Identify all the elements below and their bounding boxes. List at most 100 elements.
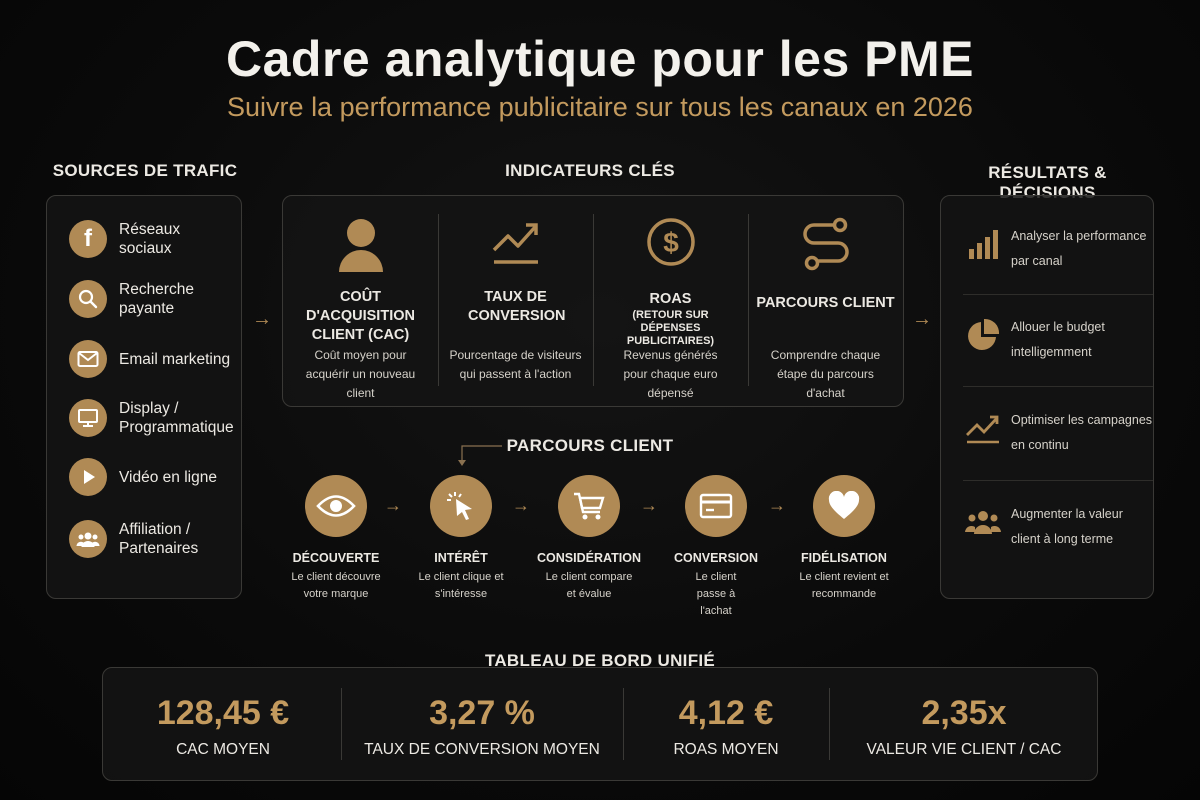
cart-icon xyxy=(558,475,620,537)
metric-value: 4,12 € xyxy=(678,694,774,732)
pie-chart-icon xyxy=(963,315,1003,355)
search-icon xyxy=(69,280,107,318)
divider xyxy=(963,294,1153,295)
group-icon xyxy=(963,502,1003,542)
step-title: INTÉRÊT xyxy=(434,551,488,565)
source-item-affiliation: Affiliation / Partenaires xyxy=(69,520,234,558)
source-label: Display / Programmatique xyxy=(119,400,234,436)
monitor-icon xyxy=(69,399,107,437)
kpi-title: PARCOURS CLIENT xyxy=(756,295,895,311)
source-label: Vidéo en ligne xyxy=(119,468,217,486)
arrow-right-icon: → xyxy=(512,495,530,515)
source-item-email: Email marketing xyxy=(69,340,234,378)
step-desc: Le client revient et recommande xyxy=(799,571,889,600)
svg-text:$: $ xyxy=(663,227,679,258)
divider xyxy=(829,688,830,760)
divider xyxy=(623,688,624,760)
result-label: Augmenter la valeur client à long terme xyxy=(1011,507,1123,546)
source-label: Affiliation / Partenaires xyxy=(119,521,199,557)
metric-label: VALEUR VIE CLIENT / CAC xyxy=(866,741,1062,758)
result-item-analyze: Analyser la performance par canal xyxy=(963,224,1153,274)
metric-label: ROAS MOYEN xyxy=(673,741,779,758)
kpi-desc: Coût moyen pour acquérir un nouveau clie… xyxy=(305,348,416,400)
journey-heading: PARCOURS CLIENT xyxy=(506,436,674,455)
step-desc: Le client clique et s'intéresse xyxy=(418,571,504,600)
users-icon xyxy=(69,520,107,558)
card-icon xyxy=(685,475,747,537)
page-subtitle: Suivre la performance publicitaire sur t… xyxy=(227,92,973,122)
step-title: CONVERSION xyxy=(673,551,759,565)
divider xyxy=(593,214,594,386)
arrow-right-icon: → xyxy=(912,308,932,330)
route-icon xyxy=(748,216,903,274)
indicators-heading: INDICATEURS CLÉS xyxy=(505,161,675,180)
metric-ltv-cac: 2,35x VALEUR VIE CLIENT / CAC xyxy=(829,668,1099,780)
arrow-right-icon: → xyxy=(384,495,402,515)
step-title: CONSIDÉRATION xyxy=(537,551,641,565)
cursor-click-icon xyxy=(430,475,492,537)
step-title: DÉCOUVERTE xyxy=(292,551,380,565)
result-label: Optimiser les campagnes en continu xyxy=(1011,413,1153,452)
trend-up-icon xyxy=(438,216,593,274)
kpi-card-conversion: TAUX DE CONVERSION Pourcentage de visite… xyxy=(438,196,593,406)
metric-value: 2,35x xyxy=(921,694,1007,732)
dashboard-panel: 128,45 € CAC MOYEN 3,27 % TAUX DE CONVER… xyxy=(102,667,1098,781)
kpi-desc: Revenus générés pour chaque euro dépensé xyxy=(623,348,718,400)
source-item-search: Recherche payante xyxy=(69,280,234,318)
sources-panel: f Réseaux sociaux Recherche payante Emai… xyxy=(46,195,242,599)
kpi-desc: Pourcentage de visiteurs qui passent à l… xyxy=(449,348,582,381)
metric-value: 128,45 € xyxy=(156,694,290,732)
kpi-desc: Comprendre chaque étape du parcours d'ac… xyxy=(770,348,881,400)
indicators-panel: COÛT D'ACQUISITION CLIENT (CAC) Coût moy… xyxy=(282,195,904,407)
journey-step-conversion: CONVERSION Le client passe à l'achat xyxy=(656,475,776,620)
journey-step-loyalty: FIDÉLISATION Le client revient et recomm… xyxy=(784,475,904,603)
trend-line-icon xyxy=(963,408,1003,448)
metric-label: TAUX DE CONVERSION MOYEN xyxy=(364,741,600,758)
journey-step-consideration: CONSIDÉRATION Le client compare et évalu… xyxy=(529,475,649,603)
kpi-title: TAUX DE CONVERSION xyxy=(468,289,566,324)
source-item-social: f Réseaux sociaux xyxy=(69,220,234,258)
divider xyxy=(438,214,439,386)
arrow-right-icon: → xyxy=(640,495,658,515)
metric-value: 3,27 % xyxy=(429,694,535,732)
metric-label: CAC MOYEN xyxy=(176,741,270,758)
results-panel: Analyser la performance par canal Alloue… xyxy=(940,195,1154,599)
kpi-title: ROAS (RETOUR SUR DÉPENSES PUBLICITAIRES) xyxy=(593,290,748,348)
dollar-icon: $ xyxy=(593,216,748,274)
envelope-icon xyxy=(69,340,107,378)
dashboard-heading: TABLEAU DE BORD UNIFIÉ xyxy=(484,651,716,670)
journey-step-interest: INTÉRÊT Le client clique et s'intéresse xyxy=(401,475,521,603)
heart-icon xyxy=(813,475,875,537)
result-label: Allouer le budget intelligemment xyxy=(1011,320,1105,359)
result-item-optimize: Optimiser les campagnes en continu xyxy=(963,408,1153,458)
bar-chart-icon xyxy=(963,224,1003,264)
metric-conversion: 3,27 % TAUX DE CONVERSION MOYEN xyxy=(341,668,623,780)
kpi-card-journey: PARCOURS CLIENT Comprendre chaque étape … xyxy=(748,196,903,406)
divider xyxy=(963,480,1153,481)
result-item-value: Augmenter la valeur client à long terme xyxy=(963,502,1153,552)
kpi-card-cac: COÛT D'ACQUISITION CLIENT (CAC) Coût moy… xyxy=(283,196,438,406)
kpi-card-roas: $ ROAS (RETOUR SUR DÉPENSES PUBLICITAIRE… xyxy=(593,196,748,406)
arrow-right-icon: → xyxy=(252,308,272,330)
person-icon xyxy=(283,216,438,274)
result-label: Analyser la performance par canal xyxy=(1011,229,1147,268)
divider xyxy=(341,688,342,760)
source-label: Recherche payante xyxy=(119,281,194,317)
page-title: Cadre analytique pour les PME xyxy=(225,31,975,87)
journey-pointer-arrow xyxy=(458,445,502,466)
metric-cac: 128,45 € CAC MOYEN xyxy=(103,668,343,780)
facebook-icon: f xyxy=(69,220,107,258)
step-title: FIDÉLISATION xyxy=(801,551,887,565)
journey-step-discovery: DÉCOUVERTE Le client découvre votre marq… xyxy=(276,475,396,603)
play-icon xyxy=(69,458,107,496)
source-label: Réseaux sociaux xyxy=(119,221,181,257)
kpi-title-sub: (RETOUR SUR DÉPENSES PUBLICITAIRES) xyxy=(626,309,715,347)
metric-roas: 4,12 € ROAS MOYEN xyxy=(623,668,829,780)
divider xyxy=(748,214,749,386)
sources-heading: SOURCES DE TRAFIC xyxy=(52,161,238,180)
kpi-title-main: ROAS xyxy=(649,291,692,307)
arrow-right-icon: → xyxy=(768,495,786,515)
kpi-title: COÛT D'ACQUISITION CLIENT (CAC) xyxy=(306,289,415,343)
step-desc: Le client compare et évalue xyxy=(545,571,633,600)
step-desc: Le client passe à l'achat xyxy=(695,571,737,617)
